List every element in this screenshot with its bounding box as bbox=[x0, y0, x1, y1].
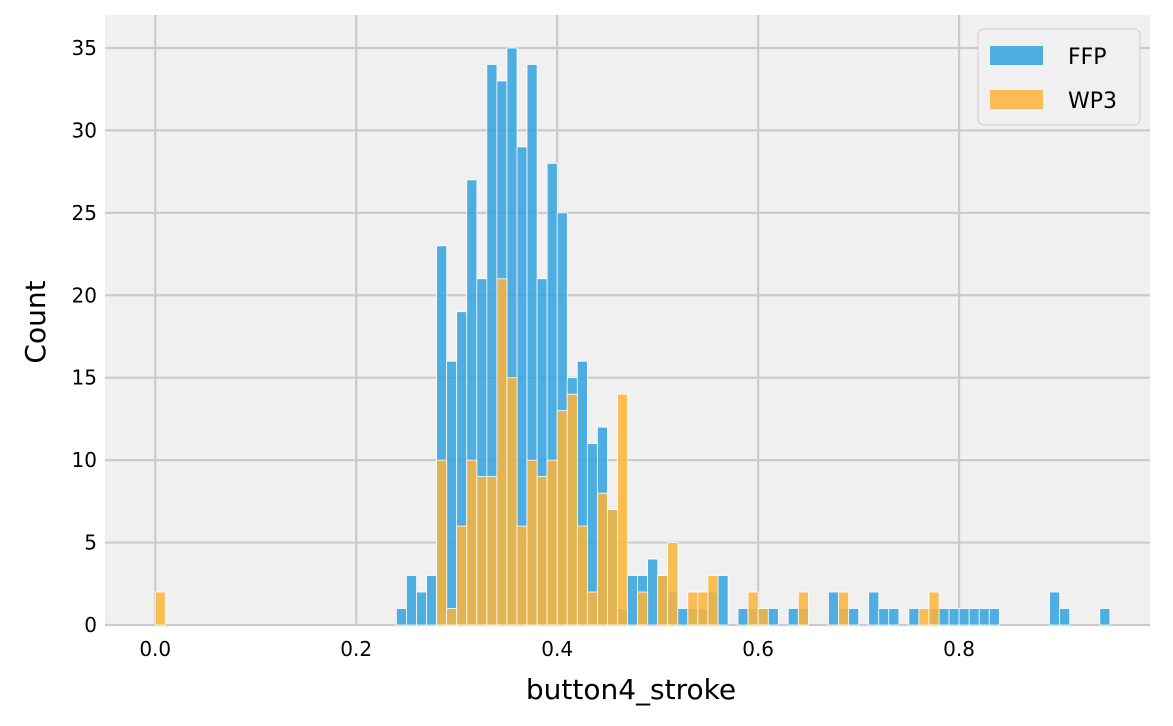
bar-ffp-36 bbox=[767, 608, 779, 626]
bar-ffp-44 bbox=[888, 608, 900, 626]
bar-wp3-31 bbox=[928, 591, 940, 626]
y-tick-label-4: 20 bbox=[72, 283, 97, 307]
x-tick-label-2: 0.4 bbox=[541, 637, 573, 661]
bar-wp3-11 bbox=[536, 476, 548, 626]
y-axis-title: Count bbox=[19, 280, 52, 363]
series-wp3-bars bbox=[154, 278, 940, 626]
y-tick-label-7: 35 bbox=[72, 36, 97, 60]
bar-ffp-47 bbox=[938, 608, 950, 626]
bar-wp3-0 bbox=[154, 591, 166, 626]
bar-wp3-29 bbox=[838, 591, 850, 626]
bar-ffp-49 bbox=[958, 608, 970, 626]
y-tick-label-5: 25 bbox=[72, 201, 97, 225]
legend-swatch-wp3 bbox=[990, 90, 1043, 109]
bar-ffp-5 bbox=[446, 360, 458, 626]
bar-ffp-3 bbox=[426, 575, 438, 626]
bar-wp3-24 bbox=[697, 591, 709, 626]
x-axis-title: button4_stroke bbox=[526, 673, 736, 706]
bar-wp3-1 bbox=[436, 459, 448, 626]
bar-ffp-25 bbox=[647, 558, 659, 626]
bar-wp3-30 bbox=[918, 608, 930, 626]
bar-wp3-4 bbox=[466, 459, 478, 626]
x-tick-label-3: 0.6 bbox=[742, 637, 774, 661]
bar-ffp-52 bbox=[988, 608, 1000, 626]
bar-ffp-28 bbox=[677, 608, 689, 626]
legend: FFP WP3 bbox=[977, 28, 1141, 126]
bar-ffp-39 bbox=[828, 591, 840, 626]
bar-wp3-17 bbox=[596, 492, 608, 626]
bar-ffp-43 bbox=[878, 608, 890, 626]
y-tick-label-2: 10 bbox=[72, 448, 97, 472]
y-tick-label-6: 30 bbox=[72, 118, 97, 142]
bar-ffp-45 bbox=[908, 608, 920, 626]
bar-wp3-8 bbox=[506, 377, 518, 626]
bar-ffp-51 bbox=[978, 608, 990, 626]
bar-ffp-48 bbox=[948, 608, 960, 626]
bar-wp3-9 bbox=[516, 525, 528, 626]
bar-ffp-50 bbox=[968, 608, 980, 626]
bar-wp3-23 bbox=[687, 591, 699, 626]
bar-wp3-18 bbox=[607, 509, 618, 626]
bar-ffp-1 bbox=[406, 575, 417, 626]
x-axis-ticks: 0.0 0.2 0.4 0.6 0.8 bbox=[139, 637, 975, 661]
y-tick-label-0: 0 bbox=[84, 613, 97, 637]
bar-ffp-41 bbox=[848, 608, 860, 626]
bar-wp3-26 bbox=[747, 591, 759, 626]
bar-wp3-10 bbox=[526, 459, 538, 626]
y-axis-ticks: 0 5 10 15 20 25 30 35 bbox=[72, 36, 97, 637]
bar-ffp-33 bbox=[737, 608, 749, 626]
bar-wp3-27 bbox=[757, 608, 769, 626]
bar-wp3-15 bbox=[576, 525, 588, 626]
bar-ffp-32 bbox=[717, 575, 729, 626]
bar-wp3-7 bbox=[496, 278, 508, 626]
bar-ffp-2 bbox=[416, 591, 428, 626]
bar-ffp-23 bbox=[627, 575, 639, 626]
bar-ffp-0 bbox=[395, 608, 407, 626]
bar-wp3-25 bbox=[707, 575, 719, 626]
bar-ffp-37 bbox=[787, 608, 799, 626]
bar-wp3-20 bbox=[637, 591, 649, 626]
bar-wp3-3 bbox=[456, 525, 468, 626]
bar-wp3-22 bbox=[667, 542, 679, 626]
x-tick-label-4: 0.8 bbox=[943, 637, 975, 661]
legend-label-ffp: FFP bbox=[1068, 45, 1107, 70]
bar-wp3-16 bbox=[586, 591, 598, 626]
bar-ffp-55 bbox=[1099, 608, 1111, 626]
x-tick-label-1: 0.2 bbox=[340, 637, 372, 661]
bar-wp3-2 bbox=[446, 608, 458, 626]
bar-wp3-14 bbox=[566, 393, 578, 626]
bar-wp3-21 bbox=[657, 575, 669, 626]
bar-wp3-19 bbox=[617, 393, 629, 626]
bar-wp3-6 bbox=[486, 476, 498, 626]
legend-swatch-ffp bbox=[990, 46, 1043, 65]
bar-ffp-42 bbox=[868, 591, 880, 626]
x-tick-label-0: 0.0 bbox=[139, 637, 171, 661]
bar-wp3-13 bbox=[556, 410, 568, 626]
y-tick-label-1: 5 bbox=[84, 531, 97, 555]
bar-ffp-53 bbox=[1049, 591, 1061, 626]
y-tick-label-3: 15 bbox=[72, 366, 97, 390]
bar-ffp-54 bbox=[1059, 608, 1071, 626]
bar-wp3-5 bbox=[476, 476, 488, 626]
legend-label-wp3: WP3 bbox=[1068, 89, 1117, 114]
bar-wp3-12 bbox=[546, 459, 558, 626]
bar-wp3-28 bbox=[797, 591, 809, 626]
